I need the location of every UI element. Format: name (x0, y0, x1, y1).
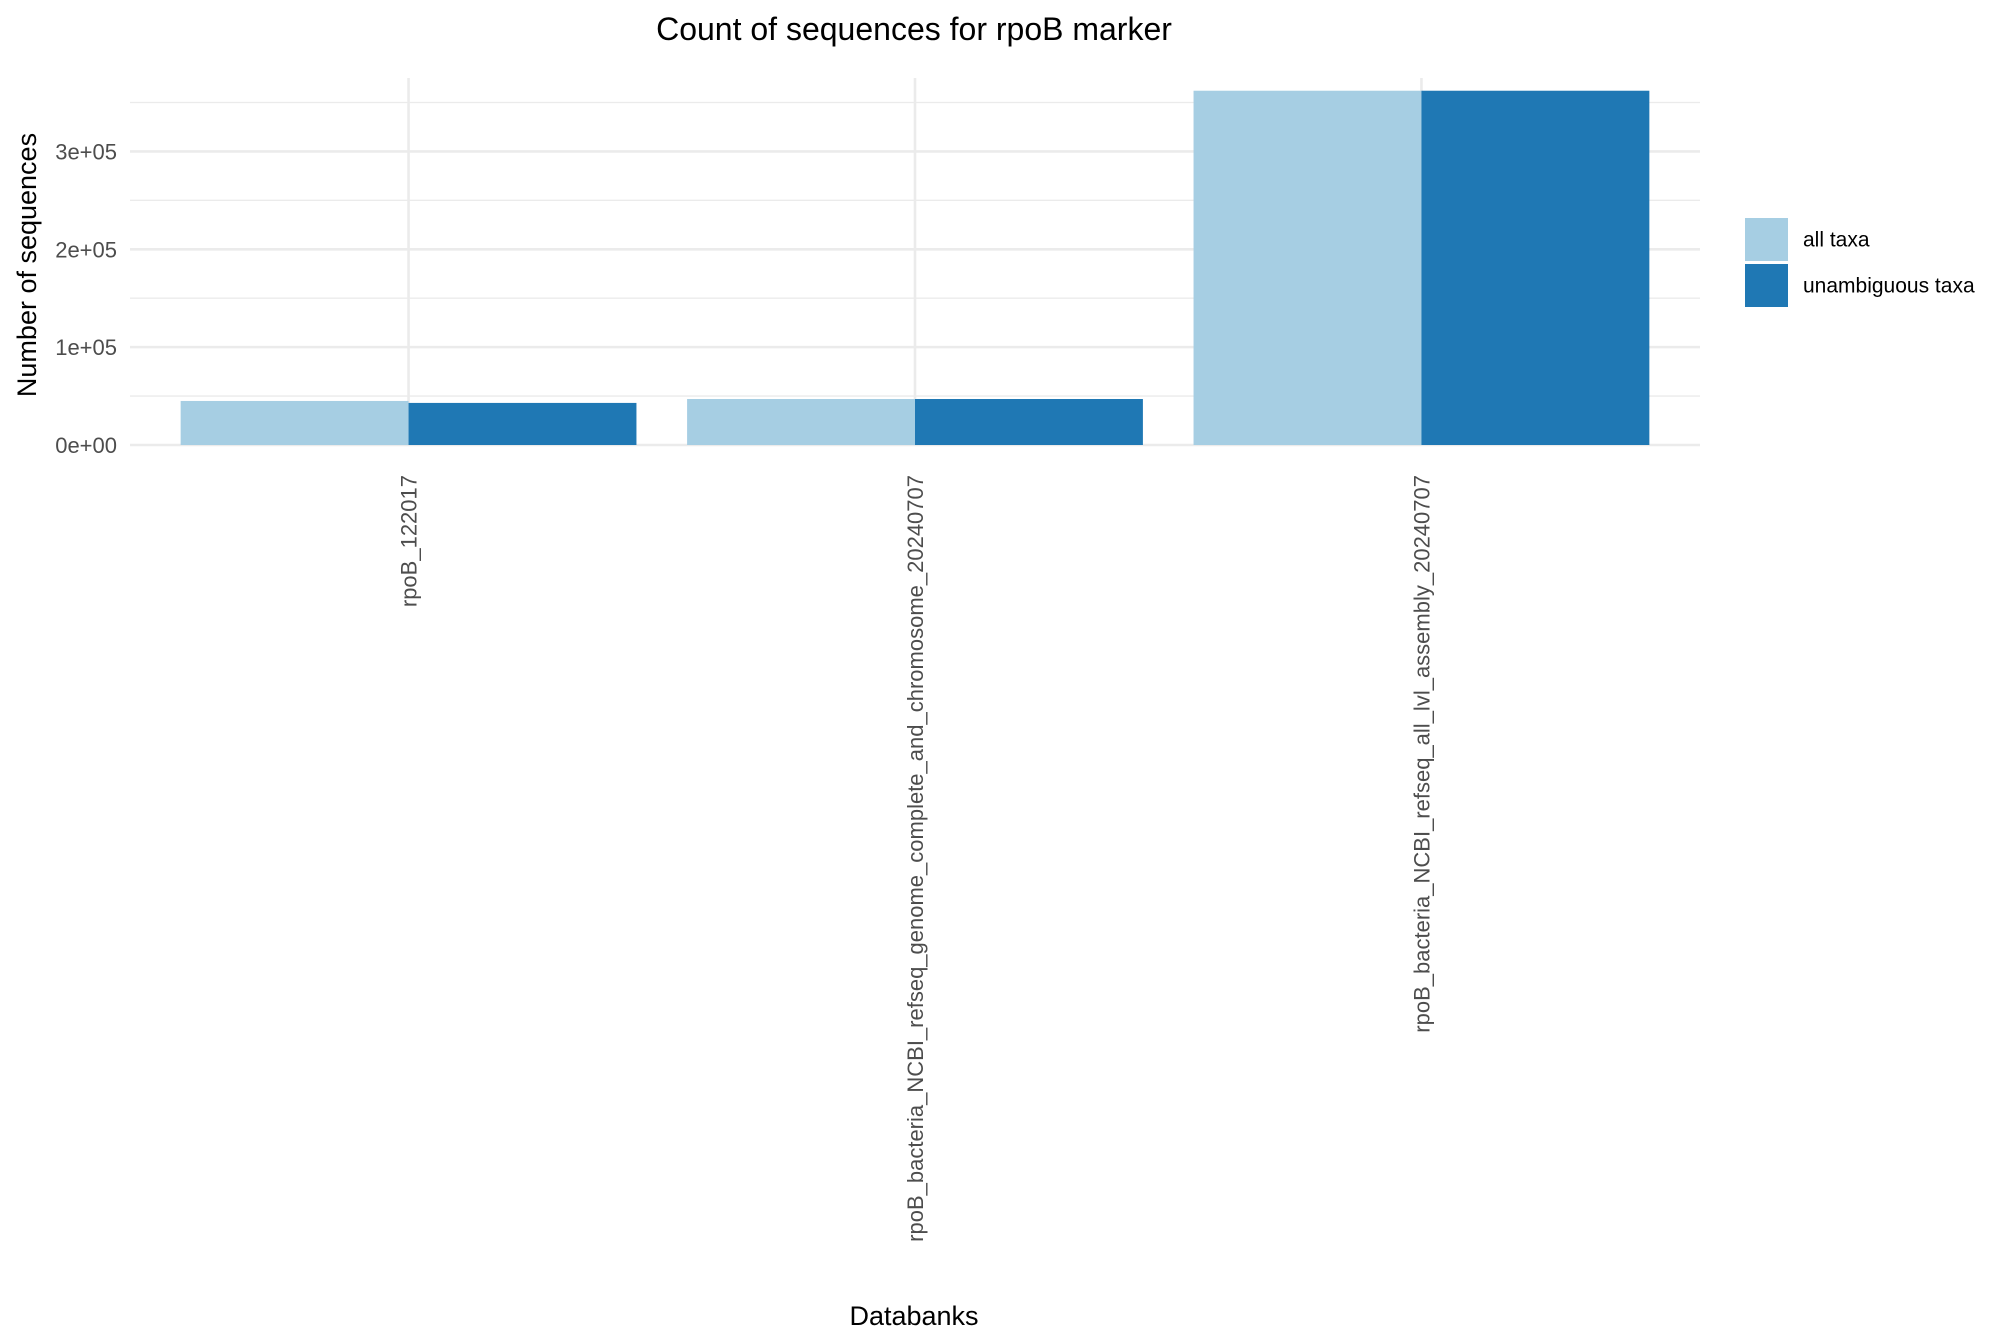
bar-unambiguous-taxa (1421, 90, 1650, 446)
y-tick-label: 1e+05 (55, 335, 117, 360)
x-tick-label: rpoB_bacteria_NCBI_refseq_all_lvl_assemb… (1409, 475, 1434, 1033)
y-axis-title: Number of sequences (12, 133, 42, 397)
y-tick-label: 3e+05 (55, 139, 117, 164)
legend-key (1745, 264, 1788, 307)
legend: all taxa unambiguous taxa (1745, 218, 1975, 307)
x-axis-title: Databanks (849, 1301, 978, 1331)
x-tick-label: rpoB_122017 (397, 475, 422, 607)
y-tick-label: 0e+00 (55, 433, 117, 458)
legend-label: unambiguous taxa (1803, 275, 1975, 298)
bar-all-taxa (180, 400, 409, 445)
legend-label: all taxa (1803, 229, 1870, 252)
y-tick-label: 2e+05 (55, 237, 117, 262)
bar-all-taxa (687, 399, 915, 445)
bars-layer (180, 90, 1650, 446)
x-tick-label: rpoB_bacteria_NCBI_refseq_genome_complet… (903, 475, 928, 1242)
legend-key (1745, 218, 1788, 261)
y-axis: 0e+00 1e+05 2e+05 3e+05 (55, 139, 117, 458)
bar-unambiguous-taxa (915, 399, 1143, 445)
bar-unambiguous-taxa (408, 402, 637, 445)
chart-title: Count of sequences for rpoB marker (656, 11, 1172, 47)
bar-all-taxa (1193, 90, 1422, 446)
x-axis: rpoB_122017 rpoB_bacteria_NCBI_refseq_gen… (397, 475, 1435, 1242)
